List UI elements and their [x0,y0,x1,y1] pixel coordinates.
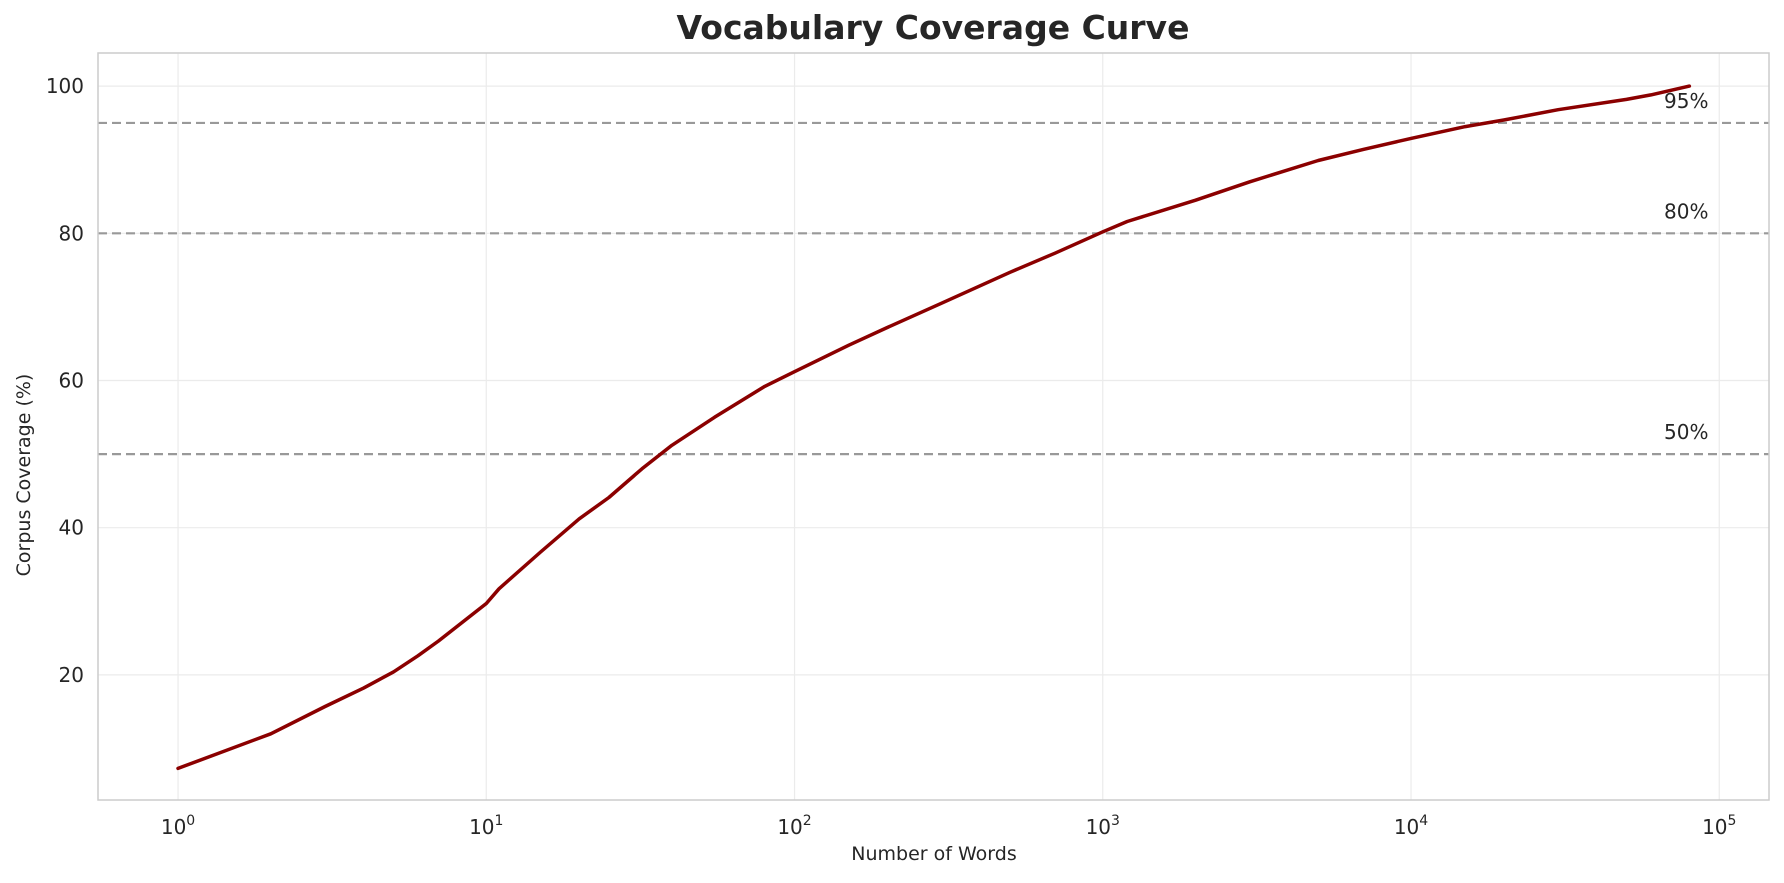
x-tick-label: 103 [1086,813,1120,839]
x-tick-label: 100 [161,813,195,839]
y-tick-label: 40 [59,516,84,540]
x-tick-label: 104 [1394,813,1428,839]
y-tick-label: 60 [59,369,84,393]
reference-line-label: 95% [1664,89,1708,113]
tick-labels: 100 101 102 103 104 105 20 40 60 80 100 [46,74,1737,839]
reference-line-label: 50% [1664,420,1708,444]
x-axis-label: Number of Words [851,843,1017,865]
grid-layer [98,53,1769,800]
reference-lines: 95% 80% 50% [98,89,1769,456]
x-tick-label: 101 [469,813,503,839]
reference-line-label: 80% [1664,199,1708,223]
series-layer [176,84,1692,771]
y-tick-label: 20 [59,663,84,687]
y-tick-label: 80 [59,221,84,245]
chart-title: Vocabulary Coverage Curve [676,8,1190,47]
x-tick-label: 105 [1702,813,1736,839]
coverage-line [176,84,1692,771]
x-tick-label: 102 [777,813,811,839]
y-tick-label: 100 [46,74,84,98]
plot-frame [97,52,1770,801]
y-axis-label: Corpus Coverage (%) [13,373,35,577]
